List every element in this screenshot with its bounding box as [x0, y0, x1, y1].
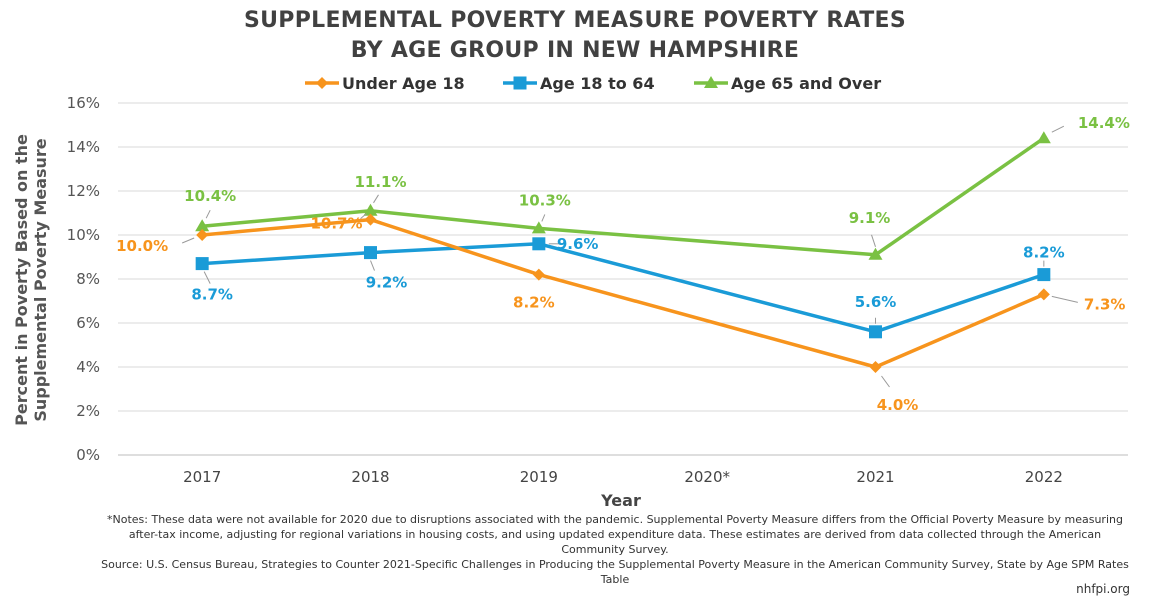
data-label: 8.2% — [513, 294, 555, 312]
notes-text: *Notes: These data were not available fo… — [107, 513, 1123, 556]
x-axis: 2017 2018 2019 2020* 2021 2022 Year — [183, 468, 1063, 510]
leader-line — [541, 214, 546, 222]
data-point — [531, 221, 546, 234]
leader-line — [1051, 125, 1065, 133]
y-axis: 0% 2% 4% 6% 8% 10% 12% 14% 16% Percent in Poverty… — [12, 94, 100, 464]
data-point — [364, 213, 377, 226]
chart-title-line-2: BY AGE GROUP IN NEW HAMPSHIRE — [350, 38, 800, 63]
y-tick-label: 2% — [76, 402, 100, 420]
series-line — [202, 242, 1045, 334]
series-line — [202, 136, 1045, 257]
data-point — [195, 219, 210, 232]
data-point — [532, 237, 546, 251]
data-point — [869, 361, 882, 373]
data-label: 14.4% — [1078, 114, 1130, 132]
y-tick-label: 0% — [76, 446, 100, 464]
leader-line — [181, 237, 195, 244]
leader-line — [373, 194, 379, 204]
data-label: 10.0% — [116, 237, 168, 255]
y-tick-label: 6% — [76, 314, 100, 332]
legend-label: Age 18 to 64 — [540, 74, 655, 93]
data-label: 8.7% — [191, 286, 233, 304]
leader-line — [881, 375, 890, 388]
x-tick-label: 2017 — [183, 468, 221, 486]
data-point — [195, 257, 209, 271]
data-point — [869, 325, 882, 339]
x-tick-label: 2022 — [1025, 468, 1063, 486]
y-tick-label: 10% — [67, 226, 100, 244]
y-tick-label: 8% — [76, 270, 100, 288]
legend-label: Age 65 and Over — [731, 74, 881, 93]
leader-line — [205, 209, 211, 219]
leader-line — [203, 271, 211, 284]
data-label: 10.4% — [184, 187, 236, 205]
data-label: 5.6% — [855, 293, 897, 311]
legend-label: Under Age 18 — [342, 74, 465, 93]
legend-marker — [704, 76, 718, 88]
data-label: 9.1% — [849, 209, 891, 227]
data-point — [364, 246, 377, 260]
data-label: 10.3% — [519, 191, 571, 209]
legend-marker — [316, 77, 328, 89]
data-label: 8.2% — [1023, 244, 1065, 262]
data-label: 10.7% — [310, 215, 362, 233]
leader-line — [370, 260, 375, 271]
x-tick-label: 2021 — [856, 468, 894, 486]
data-point — [363, 203, 378, 216]
y-tick-label: 12% — [67, 182, 100, 200]
y-tick-label: 16% — [67, 94, 100, 112]
y-axis-title-line: Supplemental Poverty Measure — [31, 138, 50, 421]
data-point — [196, 229, 209, 241]
x-tick-label: 2018 — [351, 468, 389, 486]
x-axis-title: Year — [600, 491, 641, 510]
chart-notes: *Notes: These data were not available fo… — [100, 512, 1130, 587]
line-chart: Under Age 18 Age 18 to 64 Age 65 and Over … — [12, 74, 1130, 510]
gridlines — [118, 102, 1128, 456]
data-label: 4.0% — [877, 396, 919, 414]
data-point — [1037, 268, 1051, 282]
legend: Under Age 18 Age 18 to 64 Age 65 and Over — [305, 74, 881, 93]
y-tick-label: 14% — [67, 138, 100, 156]
leader-line — [1051, 295, 1078, 303]
site-credit: nhfpi.org — [1076, 582, 1130, 596]
data-label: 7.3% — [1084, 295, 1126, 313]
leader-line — [360, 213, 367, 219]
data-point — [532, 268, 545, 281]
source-text: Source: U.S. Census Bureau, Strategies t… — [101, 558, 1129, 586]
data-label: 9.2% — [366, 274, 408, 292]
data-label: 11.1% — [354, 173, 406, 191]
chart-title-line-1: SUPPLEMENTAL POVERTY MEASURE POVERTY RAT… — [243, 8, 907, 33]
x-tick-label: 2020* — [684, 468, 730, 486]
data-labels: 10.0% 10.7% 8.2% 4.0% 7.3% 8.7% 9.2% 9.6% 5.6% 8.… — [116, 114, 1130, 414]
data-label: 9.6% — [557, 235, 599, 253]
x-tick-label: 2019 — [520, 468, 558, 486]
leader-line — [871, 234, 876, 247]
y-axis-title: Percent in Poverty Based on theSupplemen… — [12, 134, 50, 426]
series-layer — [195, 131, 1051, 373]
y-axis-title-line: Percent in Poverty Based on the — [12, 134, 31, 426]
series-line — [202, 217, 1045, 369]
data-point — [1037, 288, 1050, 301]
data-point — [868, 247, 883, 260]
y-tick-label: 4% — [76, 358, 100, 376]
data-point — [1036, 131, 1051, 144]
legend-marker — [513, 76, 527, 90]
